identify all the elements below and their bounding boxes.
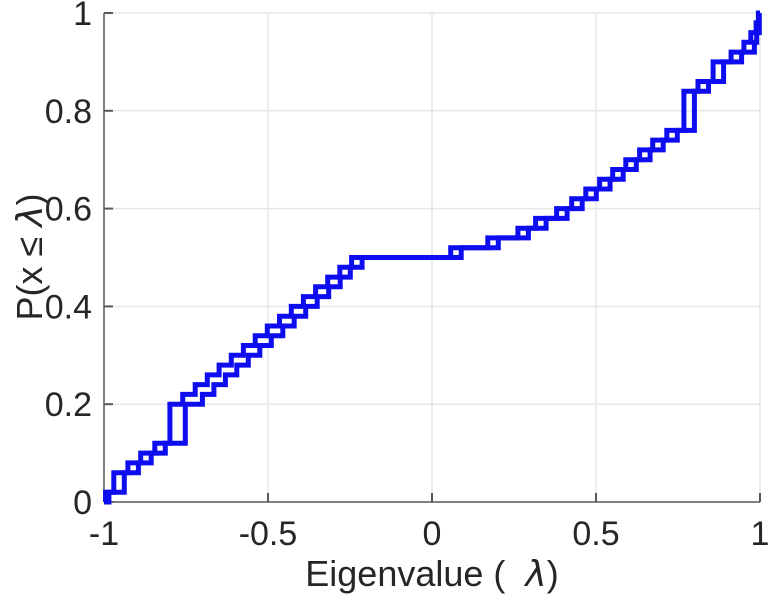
x-tick-label: -0.5: [239, 515, 298, 553]
y-axis-label-text: P(x ≤: [9, 226, 50, 321]
y-tick-label: 0.4: [45, 288, 92, 326]
x-axis-label: Eigenvalue ( λ): [104, 553, 760, 595]
x-tick-label: 0.5: [572, 515, 619, 553]
lambda-symbol: λ: [525, 554, 547, 595]
y-tick-label: 0.8: [45, 93, 92, 131]
x-axis-label-text: Eigenvalue (: [305, 553, 526, 594]
x-tick-label: 0: [423, 515, 442, 553]
lambda-symbol: λ: [10, 205, 51, 227]
y-tick-label: 0.6: [45, 191, 92, 229]
y-tick-label: 0: [73, 484, 92, 522]
x-axis-label-close: ): [546, 553, 559, 594]
x-tick-label: -1: [89, 515, 119, 553]
x-tick-label: 1: [751, 515, 768, 553]
y-axis-label: P(x ≤ λ): [9, 193, 51, 320]
y-axis-label-close: ): [9, 193, 50, 206]
ecdf-curve-2: [104, 10, 762, 505]
y-tick-label: 1: [73, 0, 92, 33]
y-tick-label: 0.2: [45, 386, 92, 424]
